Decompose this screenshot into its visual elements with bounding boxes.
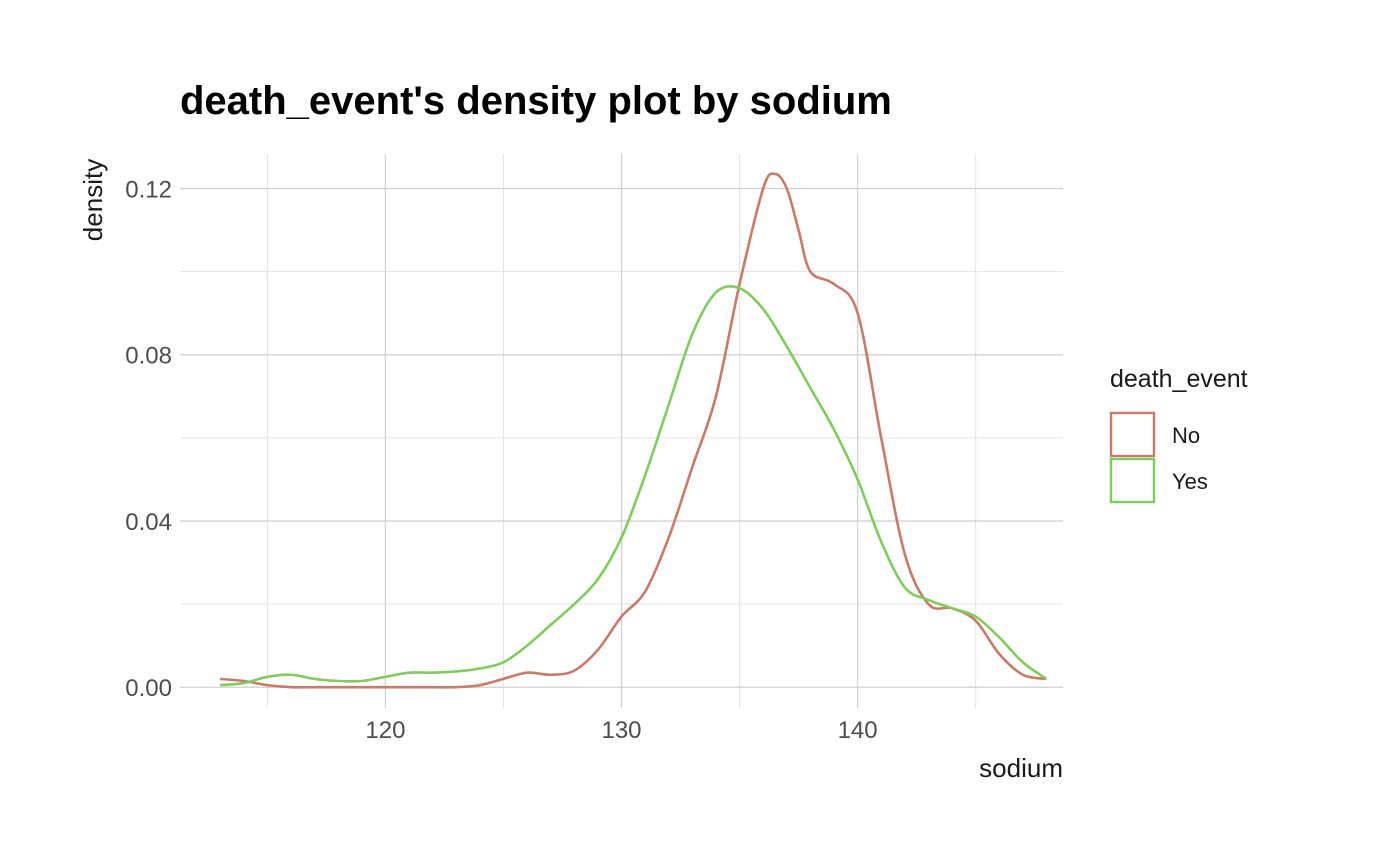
legend: death_event No Yes xyxy=(1109,365,1248,504)
y-tick-label: 0.00 xyxy=(125,675,172,702)
legend-label-no: No xyxy=(1172,423,1200,448)
y-axis-title: density xyxy=(78,159,108,241)
legend-key-no xyxy=(1109,411,1156,458)
y-tick-label: 0.08 xyxy=(125,343,172,370)
legend-items: No Yes xyxy=(1109,411,1208,504)
plot-grid xyxy=(180,154,1063,708)
legend-key-yes xyxy=(1109,457,1156,504)
x-axis-title: sodium xyxy=(979,753,1063,783)
plot-series xyxy=(220,172,1048,689)
series-line-no xyxy=(220,172,1047,689)
y-tick-label: 0.12 xyxy=(125,176,172,203)
series-line-yes xyxy=(220,285,1048,687)
x-tick-label: 140 xyxy=(838,717,878,744)
axis-ticks: 120 130 140 0.00 0.04 0.08 0.12 xyxy=(125,176,877,744)
y-tick-label: 0.04 xyxy=(125,509,172,536)
x-tick-label: 120 xyxy=(365,717,405,744)
legend-label-yes: Yes xyxy=(1172,469,1208,494)
chart-title: death_event's density plot by sodium xyxy=(180,79,892,123)
legend-title: death_event xyxy=(1110,365,1248,393)
x-tick-label: 130 xyxy=(601,717,641,744)
